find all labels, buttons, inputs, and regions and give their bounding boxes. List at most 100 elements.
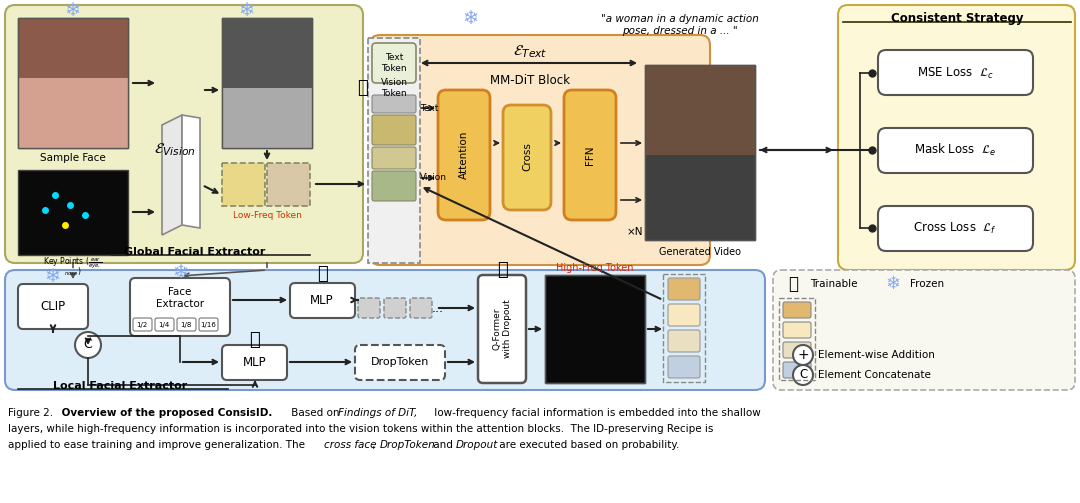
Text: 🔥: 🔥 — [249, 331, 260, 349]
FancyBboxPatch shape — [878, 50, 1032, 95]
FancyBboxPatch shape — [156, 318, 174, 331]
Text: 🔥: 🔥 — [356, 79, 367, 97]
FancyBboxPatch shape — [177, 318, 195, 331]
Bar — [779, 298, 815, 380]
Text: Figure 2.: Figure 2. — [8, 408, 53, 418]
Text: ×N: ×N — [626, 227, 644, 237]
Text: Cross: Cross — [522, 142, 532, 172]
FancyBboxPatch shape — [130, 278, 230, 336]
FancyBboxPatch shape — [355, 345, 445, 380]
Text: Based on: Based on — [288, 408, 342, 418]
Text: Consistent Strategy: Consistent Strategy — [891, 12, 1023, 25]
Text: ❄: ❄ — [239, 1, 255, 20]
Text: applied to ease training and improve generalization. The: applied to ease training and improve gen… — [8, 440, 308, 450]
FancyBboxPatch shape — [438, 90, 490, 220]
Text: 🔥: 🔥 — [788, 275, 798, 293]
Circle shape — [75, 332, 102, 358]
FancyBboxPatch shape — [372, 43, 416, 83]
Text: Dropout: Dropout — [456, 440, 498, 450]
FancyBboxPatch shape — [669, 304, 700, 326]
Text: Low-Freq Token: Low-Freq Token — [232, 210, 301, 219]
Text: Text: Text — [420, 104, 438, 113]
Text: Generated Video: Generated Video — [659, 247, 741, 257]
FancyBboxPatch shape — [384, 298, 406, 318]
FancyBboxPatch shape — [669, 356, 700, 378]
Bar — [18, 78, 129, 148]
Text: 🔥: 🔥 — [316, 265, 327, 283]
Text: Local Facial Extractor: Local Facial Extractor — [53, 381, 187, 391]
Text: 1/16: 1/16 — [200, 322, 216, 328]
Text: ,: , — [372, 440, 379, 450]
Bar — [222, 88, 312, 148]
FancyBboxPatch shape — [410, 298, 432, 318]
Text: MM-DiT Block: MM-DiT Block — [490, 73, 570, 87]
Bar — [663, 274, 705, 382]
FancyBboxPatch shape — [372, 115, 416, 145]
Text: Frozen: Frozen — [910, 279, 944, 289]
FancyBboxPatch shape — [199, 318, 218, 331]
FancyBboxPatch shape — [773, 270, 1075, 390]
FancyBboxPatch shape — [372, 171, 416, 201]
Text: cross face: cross face — [324, 440, 377, 450]
FancyBboxPatch shape — [783, 342, 811, 358]
Text: Vision
Token: Vision Token — [380, 78, 407, 98]
Text: Attention: Attention — [459, 131, 469, 179]
Text: ❄: ❄ — [65, 1, 81, 20]
FancyBboxPatch shape — [372, 147, 416, 169]
Bar — [18, 18, 129, 148]
Text: ❄: ❄ — [172, 263, 188, 282]
Bar — [645, 65, 755, 240]
Text: are executed based on probability.: are executed based on probability. — [496, 440, 679, 450]
Text: Sample Face: Sample Face — [40, 153, 106, 163]
Bar — [18, 18, 129, 148]
Polygon shape — [183, 115, 200, 228]
Text: C: C — [799, 369, 807, 381]
FancyBboxPatch shape — [783, 302, 811, 318]
Text: $\mathcal{E}_{Vision}$: $\mathcal{E}_{Vision}$ — [154, 142, 195, 158]
FancyBboxPatch shape — [5, 5, 363, 263]
FancyBboxPatch shape — [783, 322, 811, 338]
Text: CLIP: CLIP — [40, 300, 66, 313]
Text: 🔥: 🔥 — [497, 261, 508, 279]
FancyBboxPatch shape — [357, 298, 380, 318]
Text: ❄: ❄ — [886, 275, 901, 293]
Text: "a woman in a dynamic action
pose, dressed in a ... ": "a woman in a dynamic action pose, dress… — [602, 14, 759, 36]
Text: $_{nose}$): $_{nose}$) — [65, 266, 82, 278]
Text: 1/8: 1/8 — [180, 322, 191, 328]
Text: ❄: ❄ — [462, 9, 478, 28]
FancyBboxPatch shape — [503, 105, 551, 210]
Text: FFN: FFN — [585, 145, 595, 165]
Text: Key Points ($\frac{ear}{eye,}$: Key Points ($\frac{ear}{eye,}$ — [43, 256, 103, 270]
FancyBboxPatch shape — [370, 35, 710, 265]
Text: Q-Former
with Dropout: Q-Former with Dropout — [492, 300, 512, 358]
Text: Mask Loss  $\mathcal{L}_e$: Mask Loss $\mathcal{L}_e$ — [914, 142, 996, 158]
FancyBboxPatch shape — [669, 278, 700, 300]
Bar — [18, 170, 129, 255]
Text: DropToken: DropToken — [370, 357, 429, 367]
FancyBboxPatch shape — [18, 284, 87, 329]
FancyBboxPatch shape — [878, 128, 1032, 173]
FancyBboxPatch shape — [783, 362, 811, 378]
Text: Vision: Vision — [420, 174, 447, 183]
Text: Overview of the proposed ConsisID.: Overview of the proposed ConsisID. — [58, 408, 272, 418]
FancyBboxPatch shape — [564, 90, 616, 220]
Text: 1/4: 1/4 — [159, 322, 170, 328]
FancyBboxPatch shape — [372, 95, 416, 113]
Bar — [18, 18, 129, 78]
Bar — [545, 275, 645, 383]
Text: Cross Loss  $\mathcal{L}_f$: Cross Loss $\mathcal{L}_f$ — [913, 220, 997, 235]
Text: and: and — [430, 440, 456, 450]
Circle shape — [793, 365, 813, 385]
Text: MSE Loss  $\mathcal{L}_c$: MSE Loss $\mathcal{L}_c$ — [917, 65, 994, 80]
FancyBboxPatch shape — [291, 283, 355, 318]
Polygon shape — [162, 115, 183, 235]
Bar — [368, 38, 420, 263]
Text: Findings of DiT,: Findings of DiT, — [338, 408, 417, 418]
FancyBboxPatch shape — [5, 270, 765, 390]
Text: MLP: MLP — [310, 293, 334, 306]
FancyBboxPatch shape — [669, 330, 700, 352]
Text: DropToken: DropToken — [380, 440, 435, 450]
FancyBboxPatch shape — [133, 318, 152, 331]
Text: ...: ... — [432, 301, 444, 314]
Text: Text
Token: Text Token — [381, 53, 407, 73]
